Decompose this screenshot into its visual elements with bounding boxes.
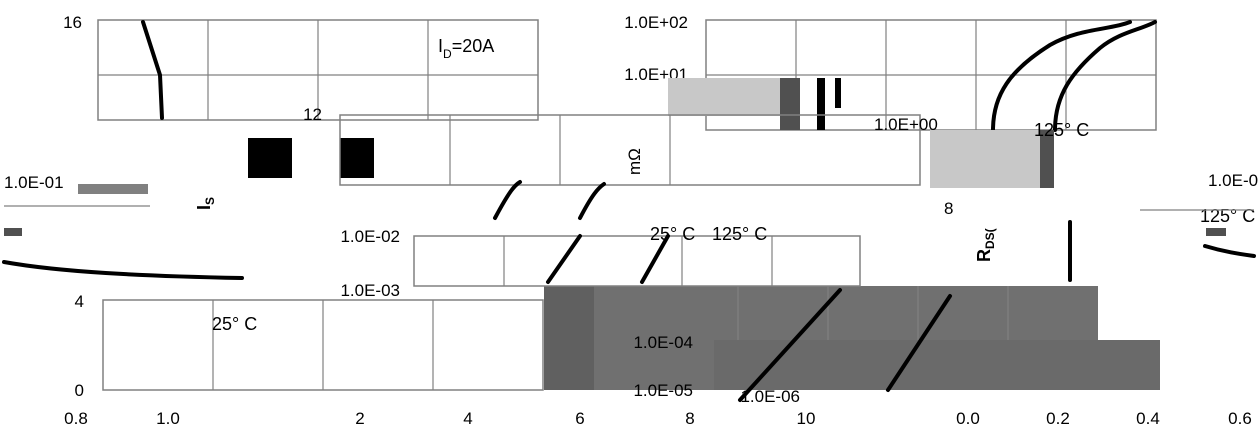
annotation-label: 125° C [1200, 206, 1255, 226]
y-tick-label: 8 [944, 199, 953, 218]
series-line [1203, 244, 1256, 258]
panel-right: RDS( 125° C 125° C 1.0E-01 8 1.0E+00 [874, 115, 1258, 282]
y-tick-label: 12 [303, 105, 322, 124]
artifact-block [1206, 228, 1226, 236]
y-tick-label: 1.0E-04 [633, 333, 693, 352]
x-tick-row: 0.8 1.0 2 4 8 10 0.0 0.2 0.4 0.6 6 [64, 409, 1252, 428]
annotation-label: 125° C [712, 224, 767, 244]
artifact-block [78, 184, 148, 194]
panel-left: 1.0E-01 IS [2, 173, 244, 280]
y-axis-label: RDS( [974, 228, 997, 262]
series-line [738, 288, 842, 402]
artifact-block [248, 138, 292, 178]
series-line [2, 260, 244, 280]
artifact-block [544, 286, 594, 390]
x-tick-label: 4 [463, 409, 472, 428]
annotation-label: 25° C [650, 224, 695, 244]
y-tick-label: 1.0E-05 [633, 381, 693, 400]
artifact-block [780, 78, 800, 130]
series-line [493, 180, 522, 220]
y-tick-label: 1.0E+00 [874, 115, 938, 134]
x-tick-label: 10 [797, 409, 816, 428]
artifact-block [4, 228, 22, 236]
x-tick-label: 0.2 [1046, 409, 1070, 428]
series-line-25c [1053, 20, 1157, 132]
series-line [546, 234, 582, 284]
y-tick-label: 1.0E-01 [1208, 171, 1258, 190]
plot-frame [413, 235, 861, 287]
x-tick-label: 0.6 [1228, 409, 1252, 428]
artifact-block [835, 78, 841, 108]
series-line [141, 20, 164, 120]
y-tick-label: 1.0E+02 [624, 13, 688, 32]
overlay-artifacts [4, 78, 1226, 390]
y-tick-label: 0 [75, 381, 84, 400]
series-line-125c [991, 20, 1132, 132]
artifact-block [594, 286, 1098, 340]
axis-unit-label: mΩ [625, 148, 644, 175]
artifact-block [817, 78, 825, 130]
y-tick-label: 1.0E-03 [340, 281, 400, 300]
y-tick-label: 16 [63, 13, 82, 32]
panel-bottom-left: 4 0 25° C [75, 292, 544, 400]
panel-top-left: 16 ID=20A [63, 13, 539, 121]
y-tick-label: 1.0E-01 [4, 173, 64, 192]
artifact-block [714, 340, 1160, 390]
x-tick-label: 0.8 [64, 409, 88, 428]
series-line [578, 182, 606, 220]
artifact-block [1040, 130, 1054, 188]
artifact-block [668, 78, 780, 116]
annotation-label: ID=20A [438, 36, 494, 61]
x-tick-label: 0.4 [1136, 409, 1160, 428]
y-tick-label: 4 [75, 292, 84, 311]
x-tick-label: 1.0 [156, 409, 180, 428]
plot-frame [339, 114, 921, 186]
x-tick-label: 6 [575, 409, 584, 428]
x-tick-label: 8 [685, 409, 694, 428]
y-axis-label: IS [194, 197, 217, 210]
annotation-label: 25° C [212, 314, 257, 334]
y-tick-label: 1.0E-02 [340, 227, 400, 246]
annotation-label: 125° C [1034, 120, 1089, 140]
artifact-block [594, 340, 714, 390]
series-line [640, 234, 670, 284]
artifact-block [930, 130, 1050, 188]
x-tick-label: 2 [355, 409, 364, 428]
artifact-block [340, 138, 374, 178]
x-tick-label: 0.0 [956, 409, 980, 428]
y-tick-label: 1.0E-06 [740, 387, 800, 406]
panel-bottom-middle: 1.0E-04 1.0E-05 1.0E-06 [633, 286, 1009, 406]
series-line [886, 294, 952, 392]
panel-middle: 12 1.0E-02 1.0E-03 25° C 125° C mΩ [303, 105, 921, 300]
